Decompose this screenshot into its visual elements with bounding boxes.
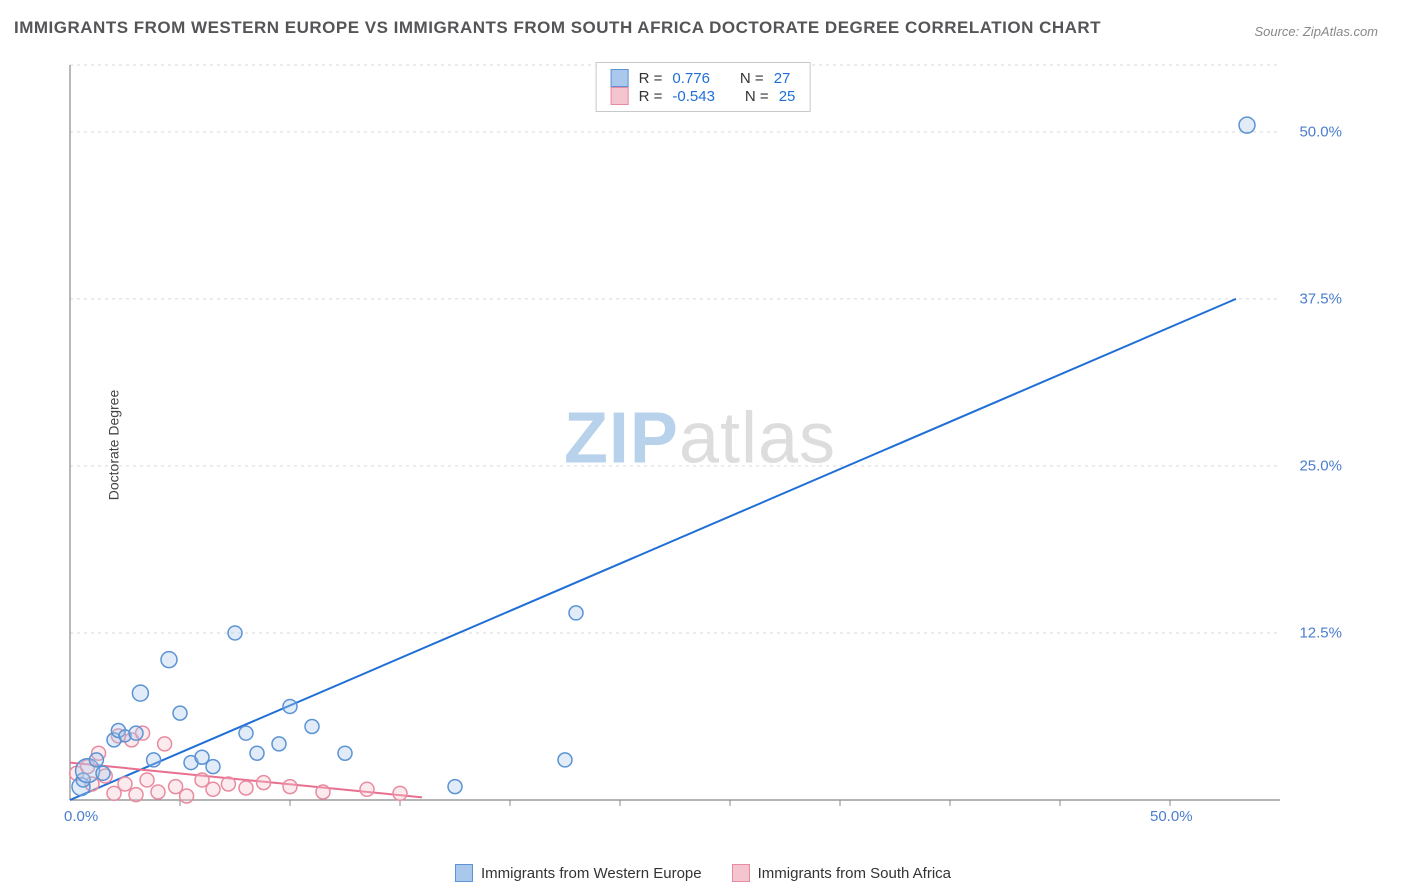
- legend-n-label: N =: [740, 70, 764, 87]
- legend-swatch-icon: [611, 69, 629, 87]
- y-tick-label: 37.5%: [1299, 290, 1342, 307]
- series-legend: Immigrants from Western Europe Immigrant…: [455, 864, 951, 882]
- x-axis-end-label: 50.0%: [1150, 808, 1193, 825]
- legend-r-value-1: 0.776: [672, 70, 710, 87]
- source-attribution: Source: ZipAtlas.com: [1254, 24, 1378, 39]
- legend-swatch-icon: [611, 87, 629, 105]
- legend-r-label: R =: [639, 88, 663, 105]
- x-axis-start-label: 0.0%: [64, 808, 98, 825]
- y-tick-label: 50.0%: [1299, 123, 1342, 140]
- legend-item-series-1: Immigrants from Western Europe: [455, 864, 702, 882]
- legend-row-series-2: R = -0.543 N = 25: [611, 87, 796, 105]
- legend-row-series-1: R = 0.776 N = 27: [611, 69, 796, 87]
- legend-r-value-2: -0.543: [672, 88, 715, 105]
- y-tick-label: 25.0%: [1299, 457, 1342, 474]
- legend-item-series-2: Immigrants from South Africa: [732, 864, 951, 882]
- legend-r-label: R =: [639, 70, 663, 87]
- chart-svg: [50, 60, 1350, 830]
- legend-n-value-2: 25: [779, 88, 796, 105]
- y-axis-label: Doctorate Degree: [105, 390, 121, 501]
- chart-title: IMMIGRANTS FROM WESTERN EUROPE VS IMMIGR…: [14, 18, 1101, 38]
- y-tick-label: 12.5%: [1299, 624, 1342, 641]
- legend-n-label: N =: [745, 88, 769, 105]
- legend-swatch-icon: [732, 864, 750, 882]
- legend-label-1: Immigrants from Western Europe: [481, 865, 702, 882]
- legend-swatch-icon: [455, 864, 473, 882]
- correlation-legend: R = 0.776 N = 27 R = -0.543 N = 25: [596, 62, 811, 112]
- scatter-plot-area: Doctorate Degree ZIPatlas 12.5%25.0%37.5…: [50, 60, 1350, 830]
- legend-label-2: Immigrants from South Africa: [758, 865, 951, 882]
- legend-n-value-1: 27: [774, 70, 791, 87]
